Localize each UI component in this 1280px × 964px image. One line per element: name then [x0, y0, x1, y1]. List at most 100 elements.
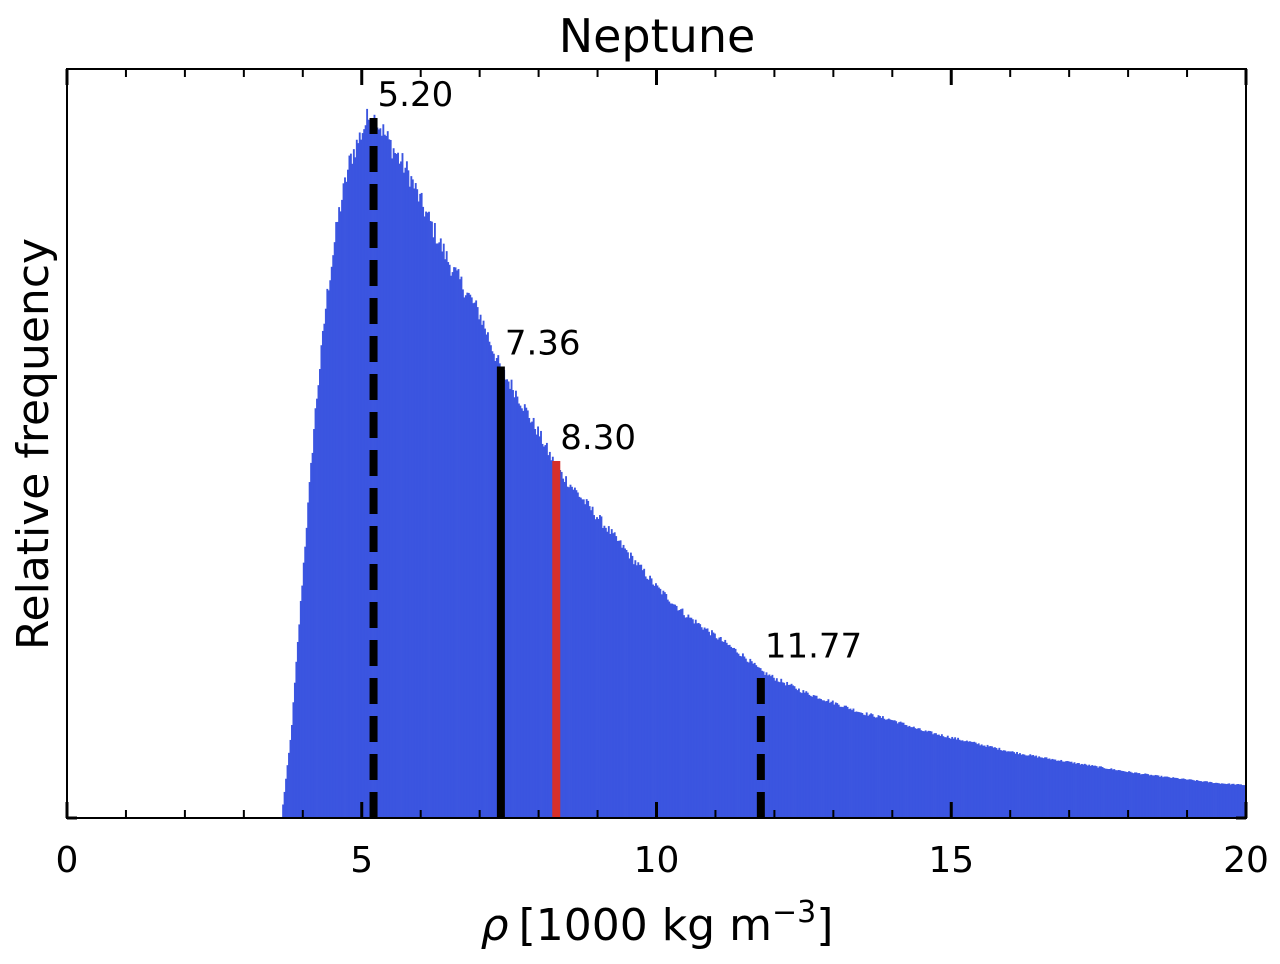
histogram-bar [1048, 758, 1051, 818]
histogram-bar [444, 259, 447, 818]
histogram-bar [958, 739, 961, 818]
histogram-bar [568, 487, 570, 818]
histogram-bar [1212, 783, 1214, 818]
histogram-bar [404, 167, 407, 819]
histogram-bar [733, 647, 736, 818]
x-axis-label: ρ [1000 kg m−3] [481, 895, 834, 951]
histogram-bar [666, 599, 669, 818]
histogram-bar [918, 728, 921, 818]
histogram-bar [980, 744, 983, 818]
histogram-bar [787, 684, 790, 818]
histogram-bar [700, 627, 703, 818]
histogram-bar [1207, 782, 1210, 818]
histogram-bar [908, 725, 911, 818]
histogram-bar [803, 692, 806, 818]
histogram-bar [565, 476, 568, 818]
histogram-bar [1073, 762, 1076, 818]
histogram-bar [1021, 754, 1024, 818]
histogram-bar [1136, 773, 1139, 818]
histogram-bar [812, 695, 815, 818]
histogram-bar [904, 724, 906, 818]
histogram-bar [1042, 758, 1045, 818]
histogram-bar [724, 639, 727, 818]
histogram-bar [1185, 779, 1188, 818]
histogram-bar [1088, 764, 1091, 818]
histogram-bar [599, 515, 601, 818]
histogram-bar [422, 206, 425, 818]
histogram-bar [513, 397, 516, 818]
histogram-bar [329, 280, 332, 818]
histogram-bar [454, 267, 457, 818]
histogram-bar [1026, 755, 1029, 818]
histogram-bar [1157, 775, 1160, 818]
histogram-bar [932, 734, 934, 818]
histogram-bar [302, 562, 305, 818]
histogram-bar [954, 737, 957, 818]
histogram-bar [298, 624, 301, 818]
histogram-bar [1117, 769, 1120, 818]
histogram-bar [1241, 785, 1244, 818]
histogram-bar [548, 451, 551, 818]
histogram-bar [512, 390, 514, 818]
histogram-bar [1100, 766, 1102, 818]
histogram-bar [856, 711, 859, 818]
histogram-bar [940, 734, 943, 818]
histogram-bar [436, 243, 439, 818]
histogram-bar [529, 422, 532, 818]
histogram-bar [848, 709, 850, 818]
histogram-bar [762, 671, 765, 818]
histogram-bar [755, 665, 758, 818]
histogram-bar [868, 714, 871, 818]
histogram-bar [793, 686, 796, 818]
histogram-bar [360, 139, 363, 818]
plot-frame [66, 68, 1247, 819]
histogram-bar [316, 398, 318, 818]
histogram-bar [946, 735, 949, 818]
histogram-bar [327, 290, 330, 818]
histogram-bar [852, 708, 855, 818]
histogram-bar [951, 736, 954, 818]
histogram-bar [1054, 759, 1057, 818]
histogram-bar [1181, 778, 1184, 818]
histogram-bar [288, 752, 290, 818]
histogram-bar [772, 677, 775, 818]
histogram-bar [923, 731, 926, 818]
histogram-bar [884, 719, 887, 818]
histogram-bar [889, 719, 892, 818]
histogram-bar [352, 149, 355, 819]
histogram-bar [993, 747, 996, 818]
histogram-bar [1133, 772, 1136, 818]
histogram-bar [830, 701, 833, 818]
histogram-bar [921, 731, 924, 818]
histogram-bar [383, 134, 386, 818]
histogram-bar [323, 323, 326, 818]
histogram-bar [795, 688, 797, 818]
histogram-bar [600, 516, 603, 818]
histogram-bar [656, 585, 659, 818]
histogram-bar [472, 303, 475, 818]
histogram-bar [865, 712, 868, 818]
histogram-bar [836, 703, 839, 818]
x-tick-label: 5 [350, 840, 373, 881]
histogram-bar [1213, 783, 1216, 818]
histogram-bar [622, 544, 625, 818]
histogram-bar [970, 741, 973, 818]
histogram-bar [532, 417, 535, 818]
histogram-bar [999, 750, 1002, 818]
histogram-bar [1016, 751, 1018, 818]
histogram-bar [792, 685, 794, 818]
histogram-bar [709, 635, 712, 818]
histogram-bar [616, 540, 619, 818]
histogram-bar [1077, 763, 1080, 818]
histogram-bar [1132, 773, 1135, 818]
histogram-bar [333, 242, 336, 819]
histogram-bar [1085, 764, 1088, 818]
histogram-bar [578, 496, 581, 818]
histogram-bar [678, 609, 681, 818]
histogram-bar [464, 295, 467, 819]
histogram-bar [859, 712, 862, 818]
histogram-bar [304, 546, 307, 818]
histogram-bar [582, 499, 585, 818]
histogram-bar [355, 139, 358, 819]
histogram-bar [625, 549, 628, 818]
